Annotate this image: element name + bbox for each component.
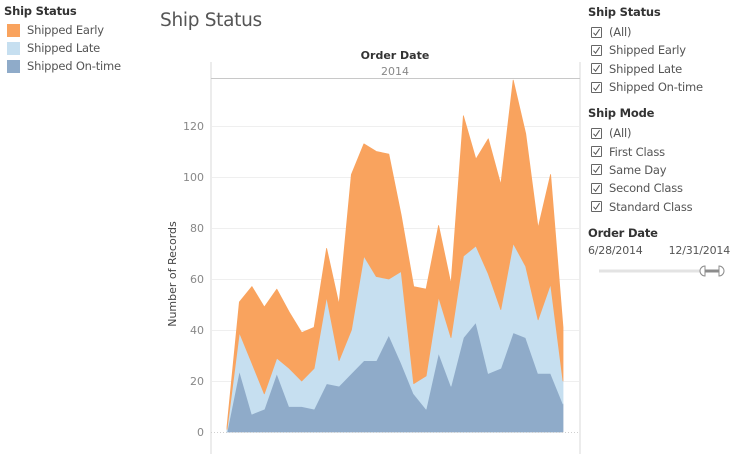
date-range-slider[interactable] <box>588 263 736 277</box>
ship-status-option-shipped-early[interactable]: Shipped Early <box>588 41 736 59</box>
option-label: Same Day <box>609 162 667 177</box>
option-label: First Class <box>609 144 665 159</box>
checkbox-checked-icon[interactable] <box>591 44 602 56</box>
option-label: Shipped Late <box>609 61 683 76</box>
y-tick-label: 60 <box>190 273 204 286</box>
legend-title: Ship Status <box>4 4 77 18</box>
legend-swatch <box>7 41 20 55</box>
legend-label: Shipped Late <box>27 41 101 55</box>
option-label: Second Class <box>609 181 683 196</box>
checkbox-checked-icon[interactable] <box>591 146 602 158</box>
ship-mode-filter: Ship Mode (All) First Class Same Day Sec… <box>588 106 736 215</box>
area-shipped-early[interactable] <box>226 79 564 430</box>
slider-graphic <box>599 265 725 277</box>
option-label: (All) <box>609 25 632 40</box>
y-axis-label: Number of Records <box>166 221 179 327</box>
option-label: Standard Class <box>609 199 693 214</box>
column-header-year: 2014 <box>381 65 409 78</box>
legend-item-shipped-early[interactable]: Shipped Early <box>4 21 121 39</box>
y-tick-label: 80 <box>190 222 204 235</box>
chart-areas[interactable] <box>226 79 564 433</box>
page-title: Ship Status <box>160 10 262 31</box>
y-tick-label: 40 <box>190 324 204 337</box>
slider-left-handle[interactable] <box>699 265 706 277</box>
ship-status-option-shipped-on-time[interactable]: Shipped On-time <box>588 78 736 96</box>
checkbox-checked-icon[interactable] <box>591 182 602 194</box>
ship-mode-option-same-day[interactable]: Same Day <box>588 161 736 179</box>
legend-item-shipped-late[interactable]: Shipped Late <box>4 39 121 57</box>
y-tick-label: 120 <box>183 120 204 133</box>
chart-axes <box>210 62 581 454</box>
checkbox-checked-icon[interactable] <box>591 63 602 75</box>
y-tick-label: 20 <box>190 375 204 388</box>
slider-right-handle[interactable] <box>718 265 725 277</box>
date-range-end[interactable]: 12/31/2014 <box>668 243 731 257</box>
legend-item-shipped-on-time[interactable]: Shipped On-time <box>4 57 121 75</box>
ship-mode-option-second-class[interactable]: Second Class <box>588 179 736 197</box>
date-range-start[interactable]: 6/28/2014 <box>588 243 643 257</box>
y-tick-label: 0 <box>197 426 204 439</box>
checkbox-checked-icon[interactable] <box>591 164 602 176</box>
ship-mode-option-first-class[interactable]: First Class <box>588 142 736 160</box>
date-range-labels: 6/28/2014 12/31/2014 <box>588 244 736 257</box>
legend-label: Shipped On-time <box>27 59 121 73</box>
option-label: (All) <box>609 126 632 141</box>
filter-title: Order Date <box>588 225 658 240</box>
order-date-filter: Order Date 6/28/2014 12/31/2014 <box>588 226 736 277</box>
y-tick-label: 100 <box>183 171 204 184</box>
checkbox-checked-icon[interactable] <box>591 26 602 38</box>
legend-label: Shipped Early <box>27 23 104 37</box>
ship-status-option-all[interactable]: (All) <box>588 23 736 41</box>
column-header-title: Order Date <box>361 49 430 62</box>
option-label: Shipped On-time <box>609 80 703 95</box>
checkbox-checked-icon[interactable] <box>591 81 602 93</box>
color-legend: Ship Status Shipped Early Shipped Late S… <box>4 4 121 75</box>
ship-mode-option-all[interactable]: (All) <box>588 124 736 142</box>
ship-mode-option-standard-class[interactable]: Standard Class <box>588 197 736 215</box>
checkbox-checked-icon[interactable] <box>591 127 602 139</box>
legend-swatch <box>7 23 20 37</box>
y-axis-ticks: 0 20 40 60 80 100 120 <box>183 120 204 439</box>
filters-panel: Ship Status (All) Shipped Early Shipped … <box>588 5 736 287</box>
checkbox-checked-icon[interactable] <box>591 201 602 213</box>
option-label: Shipped Early <box>609 43 686 58</box>
ship-status-option-shipped-late[interactable]: Shipped Late <box>588 60 736 78</box>
legend-swatch <box>7 59 20 73</box>
filter-title: Ship Status <box>588 5 661 19</box>
filter-title: Ship Mode <box>588 106 655 121</box>
ship-status-filter: Ship Status (All) Shipped Early Shipped … <box>588 5 736 96</box>
